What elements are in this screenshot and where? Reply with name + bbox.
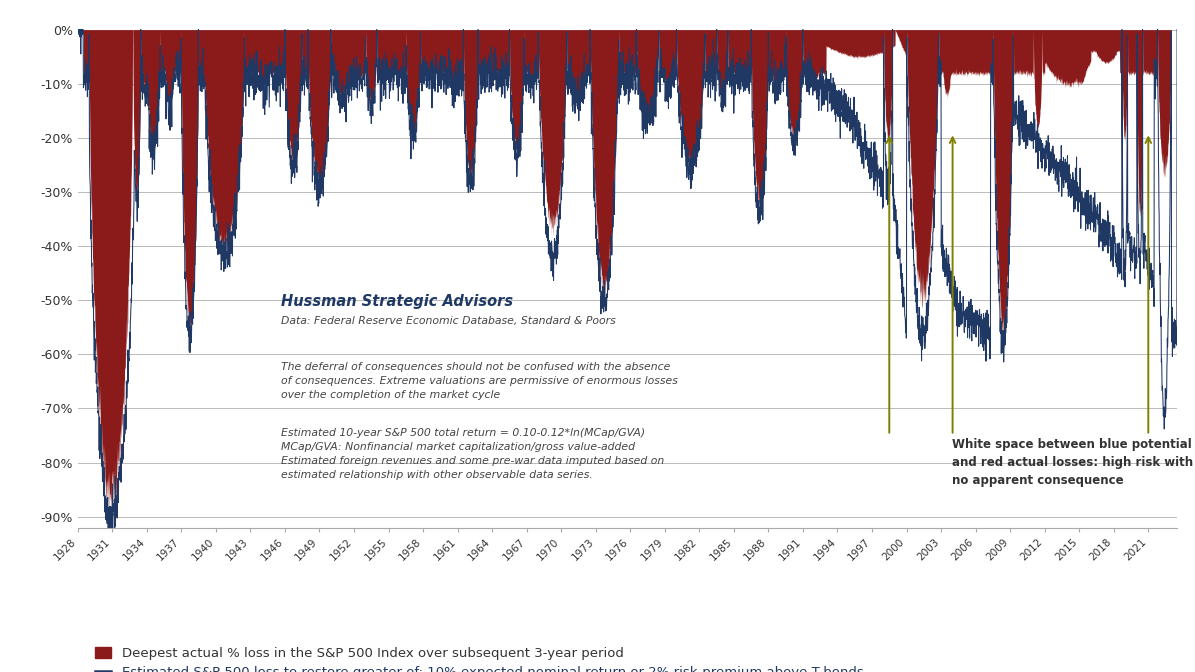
Text: Estimated 10-year S&P 500 total return = 0.10-0.12*ln(MCap/GVA)
MCap/GVA: Nonfin: Estimated 10-year S&P 500 total return =…	[281, 428, 664, 480]
Text: Data: Federal Reserve Economic Database, Standard & Poors: Data: Federal Reserve Economic Database,…	[281, 316, 615, 326]
Text: Hussman Strategic Advisors: Hussman Strategic Advisors	[281, 294, 513, 309]
Text: The deferral of consequences should not be confused with the absence
of conseque: The deferral of consequences should not …	[281, 362, 678, 401]
Text: White space between blue potential
and red actual losses: high risk with
no appa: White space between blue potential and r…	[951, 439, 1193, 487]
Legend: Deepest actual % loss in the S&P 500 Index over subsequent 3-year period, Estima: Deepest actual % loss in the S&P 500 Ind…	[96, 647, 864, 672]
